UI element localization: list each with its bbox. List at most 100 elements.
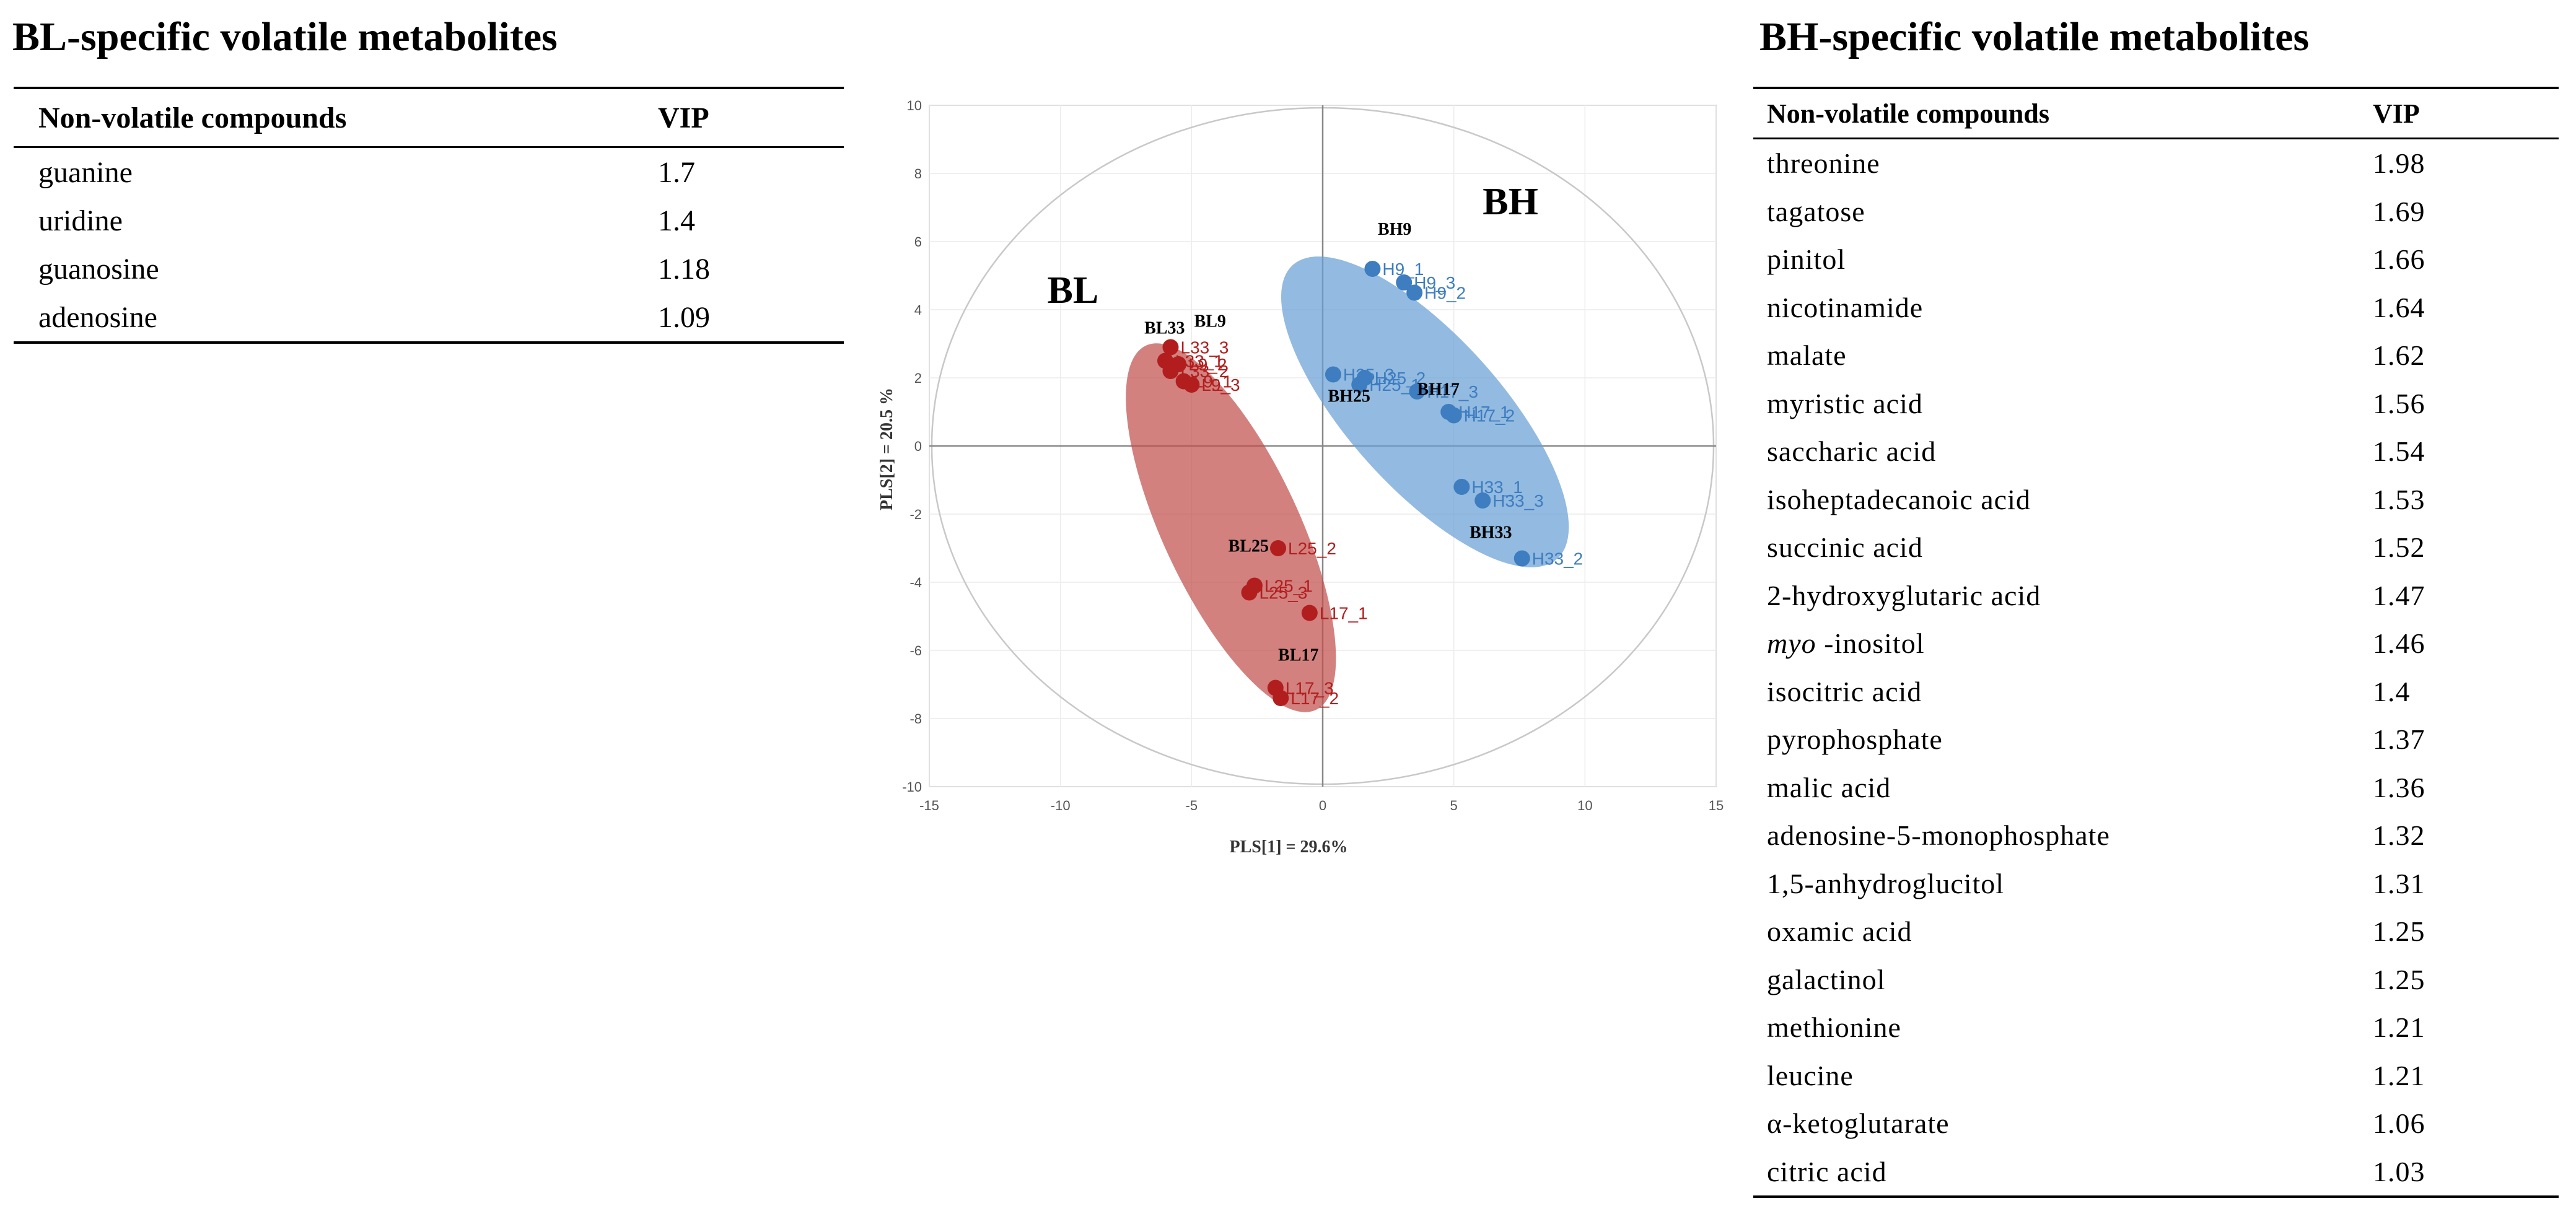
compound-name: galactinol	[1767, 963, 1886, 995]
compound-name: 1,5-anhydroglucitol	[1767, 867, 2005, 899]
data-label: H9_2	[1424, 284, 1466, 303]
data-label: L33_3	[1180, 338, 1229, 357]
data-point	[1325, 366, 1341, 383]
y-tick-label: -4	[909, 575, 922, 590]
vip-value: 1.25	[2373, 963, 2425, 995]
vip-value: 1.18	[658, 252, 710, 286]
group-annotation: BH25	[1328, 387, 1370, 406]
compound-name: oxamic acid	[1767, 915, 1912, 948]
y-tick-label: -10	[902, 779, 922, 795]
data-label: H17_2	[1464, 406, 1515, 426]
data-label: L17_3	[1286, 679, 1334, 698]
compound-name: citric acid	[1767, 1155, 1887, 1187]
vip-value: 1.64	[2373, 291, 2425, 323]
vip-value: 1.7	[658, 155, 695, 189]
table-row: adenosine 1.09	[14, 293, 844, 343]
vip-value: 1.37	[2373, 723, 2425, 756]
x-tick-label: 0	[1319, 798, 1326, 813]
bh-table-body: threonine 1.98 tagatose 1.69 pinitol 1.66 nico…	[1753, 139, 2559, 1197]
y-tick-label: 4	[914, 302, 922, 318]
compound-name: myristic acid	[1767, 387, 1923, 419]
data-point	[1409, 383, 1426, 400]
data-label: H25_3	[1343, 365, 1395, 385]
vip-value: 1.03	[2373, 1155, 2425, 1187]
group-name-label: BH	[1483, 181, 1538, 223]
table-row: saccharic acid 1.54	[1753, 427, 2559, 476]
vip-value: 1.4	[2373, 675, 2411, 707]
table-row: isoheptadecanoic acid 1.53	[1753, 476, 2559, 524]
group-ellipses	[1126, 256, 1569, 712]
x-tick-label: -15	[919, 798, 939, 813]
compound-name: adenosine-5-monophosphate	[1767, 819, 2110, 852]
vip-value: 1.66	[2373, 243, 2425, 276]
compound-name: methionine	[1767, 1011, 1901, 1044]
compound-name: guanine	[38, 155, 133, 189]
data-label: L25_3	[1259, 583, 1307, 603]
y-tick-label: -6	[909, 643, 922, 658]
x-tick-label: 15	[1709, 798, 1724, 813]
compound-name: succinic acid	[1767, 531, 1923, 564]
group-annotation: BH17	[1417, 380, 1459, 400]
y-tick-label: -2	[909, 507, 922, 522]
vip-value: 1.32	[2373, 819, 2425, 852]
data-label: L25_1	[1264, 577, 1313, 596]
table-row: 1,5-anhydroglucitol 1.31	[1753, 860, 2559, 908]
table-row: 2-hydroxyglutaric acid 1.47	[1753, 572, 2559, 620]
group-annotation: BH9	[1378, 220, 1411, 239]
table-row: oxamic acid 1.25	[1753, 907, 2559, 956]
compound-name: threonine	[1767, 147, 1880, 180]
table-row: tagatose 1.69	[1753, 188, 2559, 236]
table-header-row: Non-volatile compounds VIP	[14, 88, 844, 148]
data-point	[1273, 690, 1289, 706]
compound-name: malate	[1767, 339, 1847, 372]
data-point	[1514, 550, 1530, 567]
table-row: galactinol 1.25	[1753, 956, 2559, 1004]
compound-column-header: Non-volatile compounds	[14, 88, 658, 148]
data-point	[1396, 274, 1413, 291]
table-header-row: Non-volatile compounds VIP	[1753, 88, 2559, 139]
vip-value: 1.09	[658, 300, 710, 334]
x-tick-label: -5	[1186, 798, 1198, 813]
vip-value: 1.31	[2373, 867, 2425, 899]
group-annotation: BL9	[1194, 312, 1226, 331]
table-row: malate 1.62	[1753, 331, 2559, 380]
y-tick-label: 0	[914, 439, 922, 454]
vip-value: 1.25	[2373, 915, 2425, 948]
data-label: H25_1	[1369, 375, 1421, 395]
bl-group-ellipse	[1126, 343, 1336, 712]
compound-name: guanosine	[38, 252, 159, 286]
compound-name: malic acid	[1767, 771, 1891, 803]
data-label: H9_3	[1414, 273, 1455, 292]
table-row: guanine 1.7	[14, 147, 844, 197]
vip-value: 1.56	[2373, 387, 2425, 419]
data-point	[1270, 540, 1287, 556]
data-label: H9_1	[1382, 260, 1424, 279]
compound-name: adenosine	[38, 300, 157, 334]
data-point	[1474, 492, 1491, 509]
x-tick-label: 10	[1577, 798, 1592, 813]
table-row: malic acid 1.36	[1753, 764, 2559, 812]
vip-value: 1.69	[2373, 195, 2425, 227]
data-label: L33_1	[1175, 352, 1224, 371]
data-label: H33_1	[1471, 478, 1523, 497]
table-row: uridine 1.4	[14, 196, 844, 245]
compound-name: tagatose	[1767, 195, 1865, 227]
y-tick-label: 10	[907, 98, 922, 113]
table-row: pyrophosphate 1.37	[1753, 715, 2559, 764]
data-label: L33_2	[1180, 362, 1229, 381]
vip-value: 1.54	[2373, 435, 2425, 468]
vip-value: 1.52	[2373, 531, 2425, 564]
table-row: guanosine 1.18	[14, 245, 844, 293]
compound-name: pyrophosphate	[1767, 723, 1943, 756]
data-label: L17_2	[1290, 689, 1339, 708]
data-label: H33_3	[1492, 491, 1544, 510]
table-row: myristic acid 1.56	[1753, 380, 2559, 428]
vip-value: 1.46	[2373, 627, 2425, 660]
group-annotation: BL25	[1229, 537, 1269, 556]
compound-name: isoheptadecanoic acid	[1767, 483, 2031, 515]
compound-name: 2-hydroxyglutaric acid	[1767, 579, 2041, 611]
vip-value: 1.06	[2373, 1108, 2425, 1140]
data-label: L9_1	[1194, 372, 1232, 391]
vip-value: 1.53	[2373, 483, 2425, 515]
